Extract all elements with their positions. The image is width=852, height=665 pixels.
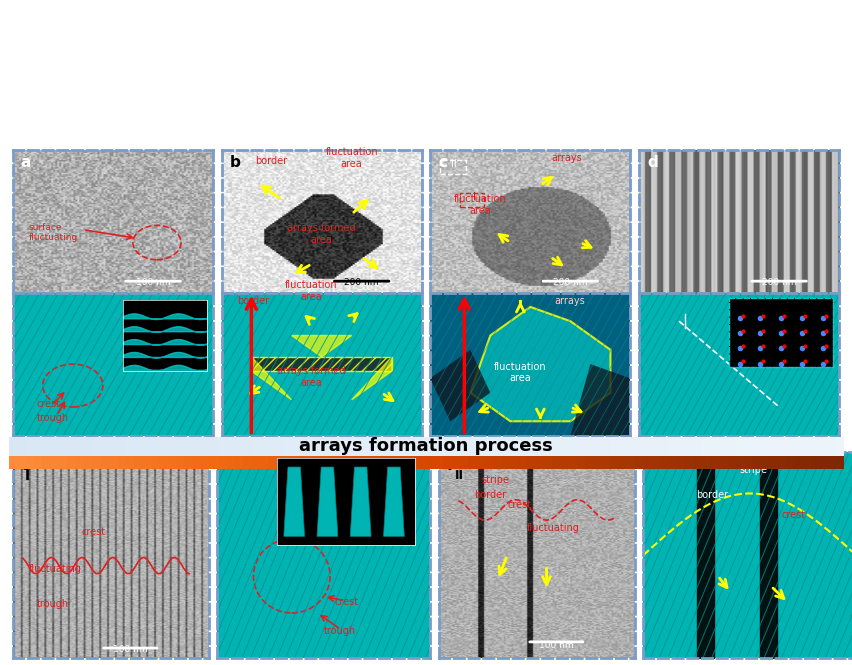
Polygon shape (317, 467, 338, 536)
Text: fluctuation
area: fluctuation area (454, 194, 507, 216)
Text: arrays formation process: arrays formation process (299, 437, 553, 456)
Text: surface
fluctuating: surface fluctuating (29, 223, 78, 242)
Bar (440, 160, 466, 174)
Text: crest: crest (782, 510, 806, 520)
Text: e: e (20, 458, 31, 473)
Text: c: c (438, 156, 447, 170)
Text: trough: trough (37, 598, 68, 609)
Text: 200 nm: 200 nm (553, 278, 588, 287)
Text: fluctuating: fluctuating (28, 564, 81, 574)
Text: crest: crest (334, 597, 359, 606)
Polygon shape (571, 364, 630, 436)
Polygon shape (383, 467, 405, 536)
Text: 100 nm: 100 nm (113, 645, 147, 654)
Text: border: border (256, 156, 288, 166)
Text: II: II (452, 159, 458, 169)
Text: crest: crest (508, 500, 532, 510)
Text: arrays formed
area: arrays formed area (277, 366, 346, 388)
Polygon shape (291, 335, 352, 357)
Text: arrays formed
area: arrays formed area (287, 223, 356, 245)
Text: stripe: stripe (739, 465, 767, 475)
Text: 200 nm: 200 nm (762, 278, 797, 287)
Text: fluctuation
area: fluctuation area (325, 147, 378, 169)
Text: fluctuation
area: fluctuation area (494, 362, 547, 383)
Polygon shape (251, 357, 392, 371)
Text: I: I (25, 469, 30, 483)
Text: fluctuating: fluctuating (527, 523, 580, 533)
Text: border: border (474, 489, 506, 499)
Bar (460, 193, 484, 207)
Text: trough: trough (324, 626, 356, 636)
Text: border: border (697, 489, 728, 499)
Polygon shape (352, 357, 392, 400)
Text: 200 nm: 200 nm (344, 278, 379, 287)
Text: arrays: arrays (551, 153, 582, 163)
Text: I: I (473, 192, 475, 201)
Polygon shape (350, 467, 371, 536)
Text: a: a (20, 156, 32, 170)
Text: II: II (454, 469, 463, 481)
Text: b: b (229, 156, 240, 170)
Text: border: border (238, 296, 270, 306)
Polygon shape (251, 357, 291, 400)
Polygon shape (430, 350, 491, 422)
Polygon shape (470, 307, 611, 422)
Text: crest: crest (37, 399, 61, 409)
Text: fluctuation
area: fluctuation area (285, 280, 338, 302)
Text: stripe: stripe (482, 475, 509, 485)
Text: arrays: arrays (555, 296, 585, 306)
Text: trough: trough (37, 413, 69, 424)
Text: crest: crest (82, 527, 106, 537)
Text: f: f (446, 458, 453, 473)
Polygon shape (284, 467, 305, 536)
Text: 100 nm: 100 nm (539, 641, 573, 650)
Text: 100 nm: 100 nm (135, 278, 170, 287)
Text: d: d (647, 156, 658, 170)
